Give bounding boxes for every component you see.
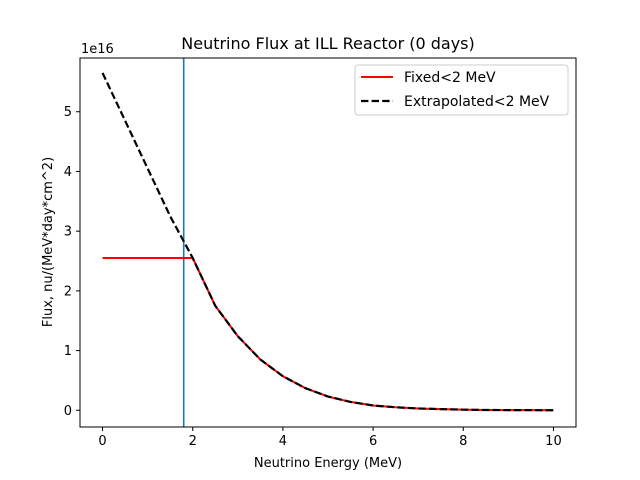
y-tick-label: 1 [64, 344, 72, 359]
legend-label-extrapolated: Extrapolated<2 MeV [404, 94, 550, 110]
chart-title: Neutrino Flux at ILL Reactor (0 days) [181, 34, 475, 53]
plot-data-layer [101, 58, 554, 427]
x-tick-label: 4 [279, 434, 287, 449]
y-tick-label: 4 [64, 165, 72, 180]
y-axis-label: Flux, nu/(MeV*day*cm^2) [41, 157, 56, 327]
y-offset-label: 1e16 [81, 42, 114, 57]
plot-frame [79, 57, 577, 428]
legend-label-fixed: Fixed<2 MeV [404, 70, 496, 86]
x-axis-ticks: 0 2 4 6 8 10 [98, 427, 562, 449]
x-tick-label: 2 [189, 434, 197, 449]
legend: Fixed<2 MeV Extrapolated<2 MeV [354, 64, 569, 116]
x-tick-label: 0 [98, 434, 106, 449]
y-tick-label: 3 [64, 225, 72, 240]
y-tick-label: 2 [64, 284, 72, 299]
x-axis-label: Neutrino Energy (MeV) [254, 456, 402, 471]
x-tick-label: 6 [369, 434, 377, 449]
y-tick-label: 0 [64, 404, 72, 419]
legend-box [354, 64, 569, 116]
y-tick-label: 5 [64, 105, 72, 120]
series-line-extrapolated [101, 72, 554, 412]
x-tick-label: 8 [459, 434, 467, 449]
y-axis-ticks: 0 1 2 3 4 5 [64, 105, 80, 419]
x-tick-label: 10 [545, 434, 562, 449]
